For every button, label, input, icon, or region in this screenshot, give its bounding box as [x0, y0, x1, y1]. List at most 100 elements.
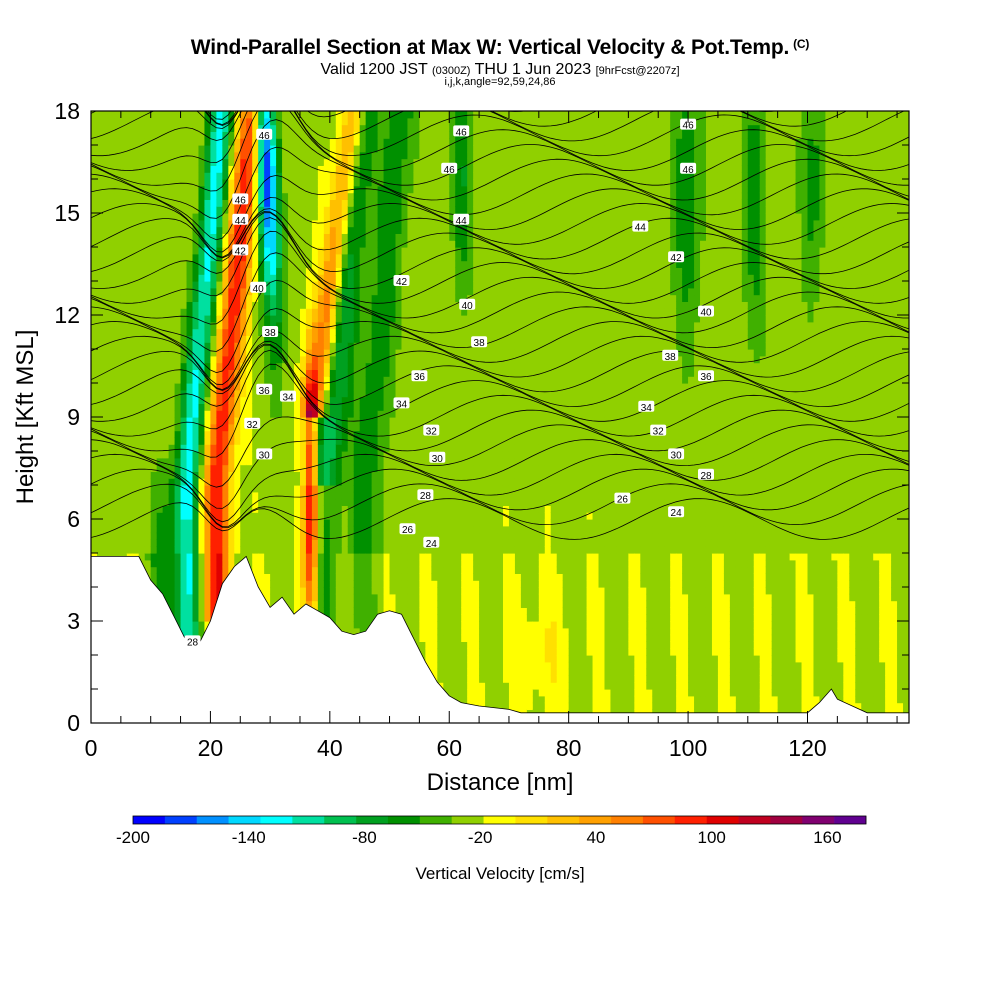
velocity-cell	[198, 349, 206, 357]
velocity-cell	[359, 614, 367, 622]
velocity-cell	[258, 165, 265, 173]
velocity-cell	[401, 247, 409, 255]
velocity-cell	[91, 315, 98, 323]
velocity-cell	[150, 539, 158, 547]
velocity-cell	[198, 328, 206, 336]
velocity-cell	[264, 294, 271, 302]
velocity-cell	[156, 226, 164, 234]
velocity-cell	[353, 546, 361, 554]
velocity-cell	[156, 145, 164, 153]
velocity-cell	[264, 179, 271, 187]
velocity-cell	[234, 138, 241, 146]
velocity-cell	[371, 362, 379, 370]
velocity-cell	[294, 600, 301, 608]
velocity-cell	[347, 362, 355, 370]
velocity-cell	[395, 240, 403, 248]
velocity-cell	[126, 546, 134, 554]
velocity-cell	[234, 498, 241, 506]
velocity-cell	[180, 124, 188, 132]
velocity-cell	[276, 485, 283, 493]
velocity-cell	[341, 192, 349, 200]
velocity-cell	[246, 362, 253, 370]
velocity-cell	[347, 274, 355, 282]
velocity-cell	[311, 111, 319, 119]
velocity-cell	[228, 192, 235, 200]
velocity-cell	[102, 192, 110, 200]
velocity-cell	[413, 607, 420, 615]
velocity-cell	[198, 383, 206, 391]
velocity-cell	[413, 260, 420, 268]
velocity-cell	[180, 226, 188, 234]
velocity-cell	[102, 430, 110, 438]
velocity-cell	[102, 287, 110, 296]
velocity-cell	[276, 226, 283, 234]
chart-subtitle: Valid 1200 JST (0300Z) THU 1 Jun 2023 [9…	[0, 61, 1000, 79]
velocity-cell	[240, 145, 247, 153]
velocity-cell	[192, 349, 200, 357]
velocity-cell	[156, 553, 164, 561]
velocity-cell	[288, 192, 295, 200]
velocity-cell	[120, 355, 128, 364]
velocity-cell	[216, 512, 223, 520]
velocity-cell	[377, 124, 385, 132]
velocity-cell	[144, 566, 152, 574]
velocity-cell	[132, 519, 140, 527]
velocity-cell	[401, 260, 409, 268]
velocity-cell	[323, 355, 331, 364]
velocity-cell	[401, 600, 409, 608]
velocity-cell	[114, 226, 122, 234]
velocity-cell	[305, 240, 313, 248]
velocity-cell	[288, 335, 295, 343]
velocity-cell	[407, 145, 415, 153]
velocity-cell	[174, 532, 182, 540]
velocity-cell	[240, 444, 247, 452]
velocity-cell	[144, 559, 152, 568]
velocity-cell	[401, 559, 409, 568]
velocity-cell	[91, 369, 98, 377]
velocity-cell	[108, 410, 116, 418]
velocity-cell	[204, 491, 212, 500]
velocity-cell	[365, 362, 373, 370]
velocity-cell	[252, 444, 259, 452]
velocity-cell	[198, 525, 206, 534]
velocity-cell	[132, 437, 140, 445]
velocity-cell	[210, 512, 217, 520]
velocity-cell	[341, 179, 349, 187]
velocity-cell	[377, 219, 385, 228]
velocity-cell	[91, 172, 98, 180]
velocity-cell	[377, 131, 385, 139]
velocity-cell	[174, 464, 182, 472]
velocity-cell	[120, 532, 128, 540]
velocity-cell	[383, 376, 391, 384]
velocity-cell	[198, 417, 206, 425]
velocity-cell	[347, 349, 355, 357]
velocity-cell	[276, 124, 283, 132]
velocity-cell	[317, 417, 325, 425]
velocity-cell	[228, 553, 235, 561]
velocity-cell	[317, 396, 325, 404]
velocity-cell	[198, 532, 206, 540]
velocity-cell	[162, 417, 170, 425]
velocity-cell	[276, 260, 283, 268]
velocity-cell	[198, 553, 206, 561]
velocity-cell	[120, 376, 128, 384]
velocity-cell	[132, 219, 140, 228]
velocity-cell	[294, 457, 301, 466]
velocity-cell	[168, 539, 176, 547]
velocity-cell	[204, 328, 212, 336]
velocity-cell	[365, 376, 373, 384]
velocity-cell	[329, 566, 337, 574]
velocity-cell	[96, 179, 104, 187]
velocity-cell	[120, 321, 128, 330]
velocity-cell	[102, 294, 110, 302]
velocity-cell	[168, 464, 176, 472]
velocity-cell	[395, 213, 403, 221]
velocity-cell	[395, 179, 403, 187]
velocity-cell	[120, 328, 128, 336]
velocity-cell	[311, 369, 319, 377]
velocity-cell	[377, 349, 385, 357]
velocity-cell	[126, 294, 134, 302]
velocity-cell	[264, 185, 271, 194]
velocity-cell	[317, 328, 325, 336]
velocity-cell	[114, 321, 122, 330]
